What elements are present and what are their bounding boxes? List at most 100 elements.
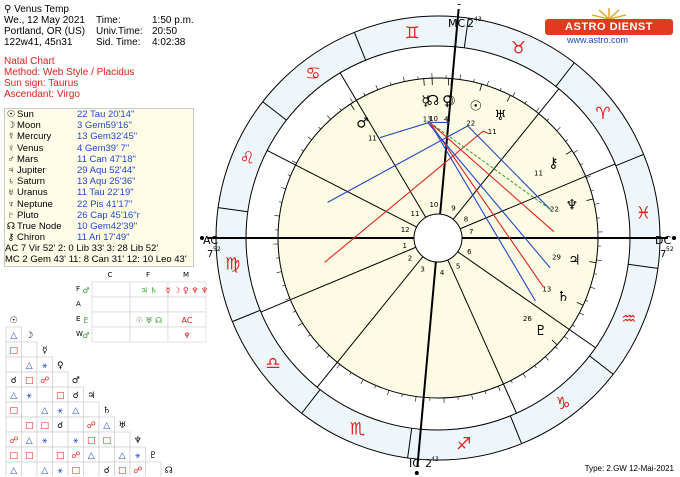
planet-degree: 10: [429, 115, 438, 123]
house-number: 4: [440, 269, 445, 277]
grid-cell: [91, 311, 131, 328]
planet-position: 26 Cap 45'16"r: [77, 209, 140, 221]
aspect-symbol: ⚹: [73, 436, 79, 446]
aspect-symbol: △: [10, 391, 17, 401]
planet-row: ☉ Sun 22 Tau 20'14": [5, 109, 193, 120]
aspect-line: [429, 121, 544, 288]
planet-row: ☿ Mercury 13 Gem32'45": [5, 131, 193, 142]
aspect-symbol: △: [88, 451, 95, 461]
axis-arrow-icon: [672, 236, 676, 240]
sign-boundary: [232, 309, 261, 323]
planet-tick: [576, 301, 584, 306]
aspect-symbol: ⚹: [135, 451, 141, 461]
house-cusp-line: [339, 72, 427, 218]
grid-planet-icon: ♃: [87, 391, 95, 401]
footer-note: Type: 2.GW 12-Mai-2021: [584, 464, 674, 473]
house-cusp-line: [266, 149, 417, 228]
sign-capricorn-icon: ♑: [555, 394, 570, 414]
grid-glyph: ♆: [183, 331, 190, 340]
aspect-symbol: □: [87, 436, 96, 446]
aspect-symbol: ☍: [9, 436, 18, 446]
degree-tick: [287, 174, 291, 177]
degree-tick: [279, 201, 283, 203]
degree-tick: [534, 365, 537, 369]
grid-cell: [91, 326, 131, 343]
degree-tick: [415, 396, 417, 402]
aspect-symbol: ☍: [87, 421, 96, 431]
degree-tick: [586, 175, 591, 179]
note-line: Sun sign: Taurus: [4, 78, 79, 89]
degree-tick: [276, 271, 282, 273]
sign-aquarius-icon: ♒: [621, 309, 636, 329]
aspect-cell: [83, 401, 100, 418]
degree-tick: [471, 394, 473, 400]
aspect-symbol: □: [25, 451, 34, 461]
planet-name: Mercury: [17, 131, 52, 143]
degree-tick: [484, 390, 487, 394]
planet-degree: 4: [444, 115, 449, 123]
degree-tick: [336, 364, 341, 369]
degree-tick: [535, 107, 540, 112]
grid-cell: [91, 296, 131, 313]
planet-row: ♀ Venus 4 Gem39' 7": [5, 143, 193, 154]
degree-tick: [315, 345, 320, 349]
chart-notes: Natal Chart Method: Web Style / Placidus…: [4, 56, 134, 100]
planet-venus-icon: ♀: [442, 93, 452, 109]
house-number: 12: [401, 226, 410, 234]
aspect-symbol: ⚹: [58, 466, 64, 476]
aspect-cell: [5, 356, 22, 373]
axis-arrow-icon: [457, 4, 461, 5]
grid-glyph: ♇: [82, 316, 89, 325]
house-number: 8: [464, 216, 468, 224]
planet-chiron-icon: ⚷: [548, 156, 558, 172]
univ-time: 20:50: [152, 26, 178, 37]
planet-degree: 11: [368, 135, 377, 143]
dc-label: DC: [655, 234, 671, 247]
sid-time-label: Sid. Time:: [96, 37, 141, 48]
degree-tick: [349, 98, 354, 103]
aspect-cell: [36, 386, 53, 403]
sign-taurus-icon: ♉: [511, 38, 526, 58]
planet-glyph-icon: ☊: [6, 220, 16, 232]
astrodienst-logo[interactable]: ASTRO DIENST www.astro.com: [545, 8, 675, 45]
degree-tick: [596, 259, 602, 261]
aspect-symbol: △: [10, 466, 17, 476]
birth-place: Portland, OR (US): [4, 26, 86, 37]
aspect-cell: [21, 461, 38, 476]
grid-cell: [167, 326, 207, 343]
planet-degree: 3: [446, 115, 450, 123]
aspect-symbol: □: [56, 451, 65, 461]
aspect-symbol: △: [26, 361, 33, 371]
mc-minutes: 43: [474, 16, 482, 23]
house-cusp-line: [457, 251, 596, 349]
aspect-cell: [21, 401, 38, 418]
degree-tick: [590, 286, 596, 289]
sign-boundary: [301, 389, 321, 414]
aspect-symbol: ☍: [40, 376, 49, 386]
grid-row-label: A: [76, 300, 81, 308]
planet-name: Saturn: [17, 176, 45, 188]
planet-glyph-icon: ♆: [7, 198, 15, 210]
sun-rays-icon: [591, 8, 627, 20]
sign-boundary: [463, 18, 469, 48]
logo-url[interactable]: www.astro.com: [567, 35, 629, 45]
degree-tick: [512, 91, 516, 97]
sign-boundary: [555, 62, 575, 87]
house-number: 6: [467, 248, 472, 256]
degree-tick: [486, 80, 489, 86]
aspect-symbol: □: [9, 406, 18, 416]
house-cusp-line: [452, 88, 560, 220]
grid-cell: [129, 296, 169, 313]
sign-boundary: [407, 428, 413, 458]
aspect-line: [429, 121, 555, 233]
aspect-symbol: □: [25, 376, 34, 386]
degree-tick: [307, 136, 312, 141]
planet-position: 11 Tau 22'19": [77, 187, 134, 199]
aspect-symbol: ☍: [71, 451, 80, 461]
planet-degree: 29: [552, 254, 561, 262]
aspect-symbol: ☍: [133, 466, 142, 476]
aspect-line: [379, 121, 430, 139]
aspect-symbol: ⚹: [58, 406, 64, 416]
grid-glyph: ♂: [82, 331, 89, 340]
planet-glyph-icon: ♄: [7, 176, 15, 188]
